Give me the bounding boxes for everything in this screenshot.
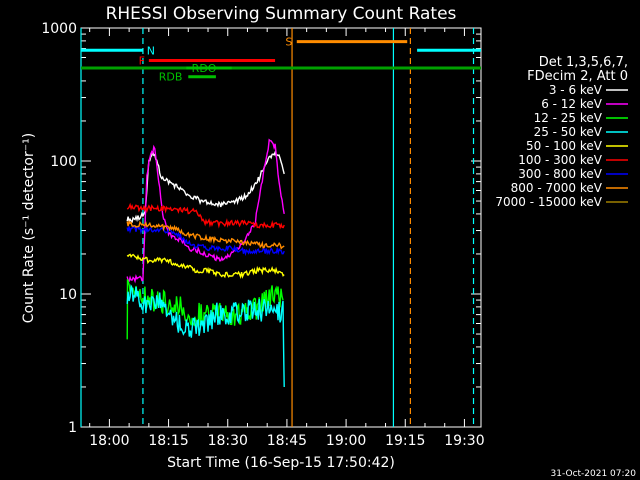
legend-label-7: 800 - 7000 keV bbox=[511, 181, 603, 195]
x-tick-label: 19:15 bbox=[385, 433, 425, 449]
x-tick-label: 19:00 bbox=[326, 433, 366, 449]
legend-label-8: 7000 - 15000 keV bbox=[495, 195, 602, 209]
x-axis-label: Start Time (16-Sep-15 17:50:42) bbox=[167, 455, 395, 471]
legend-label-5: 100 - 300 keV bbox=[518, 153, 602, 167]
y-tick-label: 1 bbox=[68, 420, 77, 436]
legend-label-6: 300 - 800 keV bbox=[518, 167, 602, 181]
legend-label-4: 50 - 100 keV bbox=[526, 139, 603, 153]
legend-label-0: 3 - 6 keV bbox=[549, 83, 603, 97]
vertical-markers bbox=[80, 28, 475, 427]
y-tick-label: 10 bbox=[59, 287, 77, 303]
legend-header-2: FDecim 2, Att 0 bbox=[527, 69, 628, 84]
axes: 18:00 18:15 18:30 18:45 19:00 19:15 19:30 1 10 10… bbox=[41, 21, 484, 449]
y-tick-label: 100 bbox=[50, 154, 77, 170]
x-tick-label: 18:45 bbox=[267, 433, 307, 449]
legend-label-3: 25 - 50 keV bbox=[534, 125, 603, 139]
series-line-4 bbox=[126, 253, 285, 280]
series-line-5 bbox=[126, 202, 285, 230]
legend-label-1: 6 - 12 keV bbox=[541, 97, 603, 111]
y-axis-label: Count Rate (s⁻¹ detector⁻¹) bbox=[21, 133, 37, 323]
series-line-6 bbox=[126, 224, 285, 257]
series-line-3 bbox=[126, 283, 285, 388]
flag-label-rdb: RDB bbox=[159, 71, 183, 84]
series-line-1 bbox=[126, 138, 285, 284]
flag-label-n: N bbox=[147, 44, 155, 57]
series-lines bbox=[126, 138, 285, 388]
x-tick-label: 18:30 bbox=[208, 433, 248, 449]
x-tick-label: 18:00 bbox=[89, 433, 129, 449]
flag-bars: NF RDO RDB S bbox=[81, 36, 481, 84]
flag-label-f: F bbox=[139, 54, 145, 67]
legend: Det 1,3,5,6,7, FDecim 2, Att 0 3 - 6 keV… bbox=[495, 55, 628, 209]
x-tick-label: 18:15 bbox=[148, 433, 188, 449]
legend-label-2: 12 - 25 keV bbox=[534, 111, 603, 125]
x-tick-label: 19:30 bbox=[444, 433, 484, 449]
chart-title: RHESSI Observing Summary Count Rates bbox=[106, 4, 457, 24]
y-tick-label: 1000 bbox=[41, 21, 77, 37]
series-line-7 bbox=[126, 219, 285, 250]
flag-label-rdo: RDO bbox=[192, 62, 217, 75]
footer-timestamp: 31-Oct-2021 07:20 bbox=[551, 469, 637, 479]
flag-label-s: S bbox=[285, 36, 292, 49]
plot-frame bbox=[80, 27, 482, 428]
legend-header-1: Det 1,3,5,6,7, bbox=[539, 55, 628, 70]
